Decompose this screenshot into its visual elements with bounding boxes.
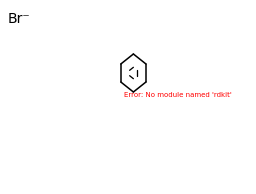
Text: Br⁻: Br⁻: [8, 12, 30, 26]
Text: Error: No module named 'rdkit': Error: No module named 'rdkit': [124, 92, 231, 98]
